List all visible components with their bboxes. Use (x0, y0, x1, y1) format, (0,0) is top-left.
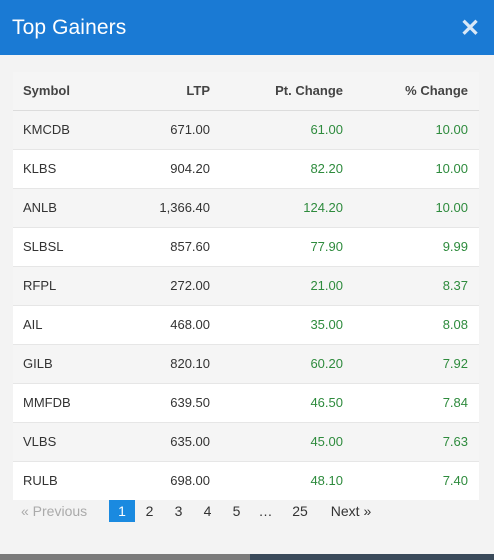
cell-ltp: 698.00 (170, 473, 210, 489)
cell-pct-change: 8.08 (442, 317, 468, 332)
table-row[interactable]: RULB 698.00 48.10 7.40 (13, 461, 479, 500)
modal-header: Top Gainers ✕ (0, 0, 494, 55)
cell-ltp: 671.00 (170, 122, 210, 137)
column-header-pct-change[interactable]: % Change (405, 83, 468, 99)
table-row[interactable]: ANLB 1,366.40 124.20 10.00 (13, 188, 479, 227)
column-header-ltp[interactable]: LTP (186, 83, 210, 99)
cell-symbol: RULB (23, 473, 58, 489)
cell-ltp: 468.00 (170, 317, 210, 332)
cell-ltp: 639.50 (170, 395, 210, 410)
page-button-2[interactable]: 2 (145, 503, 154, 519)
cell-ltp: 857.60 (170, 239, 210, 254)
table-row[interactable]: AIL 468.00 35.00 8.08 (13, 305, 479, 344)
page-button-3[interactable]: 3 (174, 503, 183, 519)
cell-pct-change: 7.40 (442, 473, 468, 489)
gainers-table-card: Symbol LTP Pt. Change % Change KMCDB 671.… (13, 72, 479, 500)
next-page-button[interactable]: Next » (330, 503, 372, 519)
cell-ltp: 1,366.40 (159, 200, 210, 215)
bottom-bar (0, 554, 494, 560)
cell-pct-change: 8.37 (442, 278, 468, 293)
cell-symbol: ANLB (23, 200, 57, 215)
cell-symbol: KLBS (23, 161, 57, 176)
table-row[interactable]: RFPL 272.00 21.00 8.37 (13, 266, 479, 305)
cell-pt-change: 61.00 (310, 122, 343, 137)
table-row[interactable]: KMCDB 671.00 61.00 10.00 (13, 110, 479, 149)
previous-page-button[interactable]: « Previous (21, 503, 88, 519)
cell-pct-change: 10.00 (435, 122, 468, 137)
cell-symbol: RFPL (23, 278, 57, 293)
cell-symbol: GILB (23, 356, 53, 371)
cell-pct-change: 10.00 (435, 200, 468, 215)
page-button-5[interactable]: 5 (232, 503, 241, 519)
cell-symbol: SLBSL (23, 239, 64, 254)
cell-ltp: 272.00 (170, 278, 210, 293)
table-row[interactable]: GILB 820.10 60.20 7.92 (13, 344, 479, 383)
cell-pt-change: 48.10 (310, 473, 343, 489)
cell-pct-change: 7.63 (442, 434, 468, 449)
table-row[interactable]: VLBS 635.00 45.00 7.63 (13, 422, 479, 461)
table-row[interactable]: SLBSL 857.60 77.90 9.99 (13, 227, 479, 266)
page-button-25[interactable]: 25 (292, 503, 308, 519)
cell-symbol: KMCDB (23, 122, 70, 137)
cell-symbol: MMFDB (23, 395, 71, 410)
cell-ltp: 904.20 (170, 161, 210, 176)
cell-pct-change: 10.00 (435, 161, 468, 176)
page-button-4[interactable]: 4 (203, 503, 212, 519)
cell-pct-change: 7.92 (442, 356, 468, 371)
cell-pt-change: 77.90 (310, 239, 343, 254)
table-row[interactable]: MMFDB 639.50 46.50 7.84 (13, 383, 479, 422)
pagination: « Previous 1 2 3 4 5 … 25 Next » (13, 500, 382, 522)
cell-ltp: 820.10 (170, 356, 210, 371)
column-header-pt-change[interactable]: Pt. Change (275, 83, 343, 99)
cell-ltp: 635.00 (170, 434, 210, 449)
gainers-table: Symbol LTP Pt. Change % Change KMCDB 671.… (13, 72, 479, 500)
cell-symbol: AIL (23, 317, 43, 332)
page-ellipsis: … (258, 503, 273, 519)
cell-pt-change: 45.00 (310, 434, 343, 449)
page-button-1[interactable]: 1 (109, 500, 135, 522)
cell-pt-change: 21.00 (310, 278, 343, 293)
cell-pt-change: 82.20 (310, 161, 343, 176)
cell-pct-change: 7.84 (442, 395, 468, 410)
table-header-row: Symbol LTP Pt. Change % Change (13, 72, 479, 110)
cell-symbol: VLBS (23, 434, 57, 449)
cell-pt-change: 35.00 (310, 317, 343, 332)
cell-pt-change: 60.20 (310, 356, 343, 371)
cell-pct-change: 9.99 (442, 239, 468, 254)
table-row[interactable]: KLBS 904.20 82.20 10.00 (13, 149, 479, 188)
close-icon[interactable]: ✕ (459, 15, 481, 42)
column-header-symbol[interactable]: Symbol (23, 83, 70, 99)
cell-pt-change: 124.20 (303, 200, 343, 215)
cell-pt-change: 46.50 (310, 395, 343, 410)
modal-title: Top Gainers (12, 15, 127, 39)
